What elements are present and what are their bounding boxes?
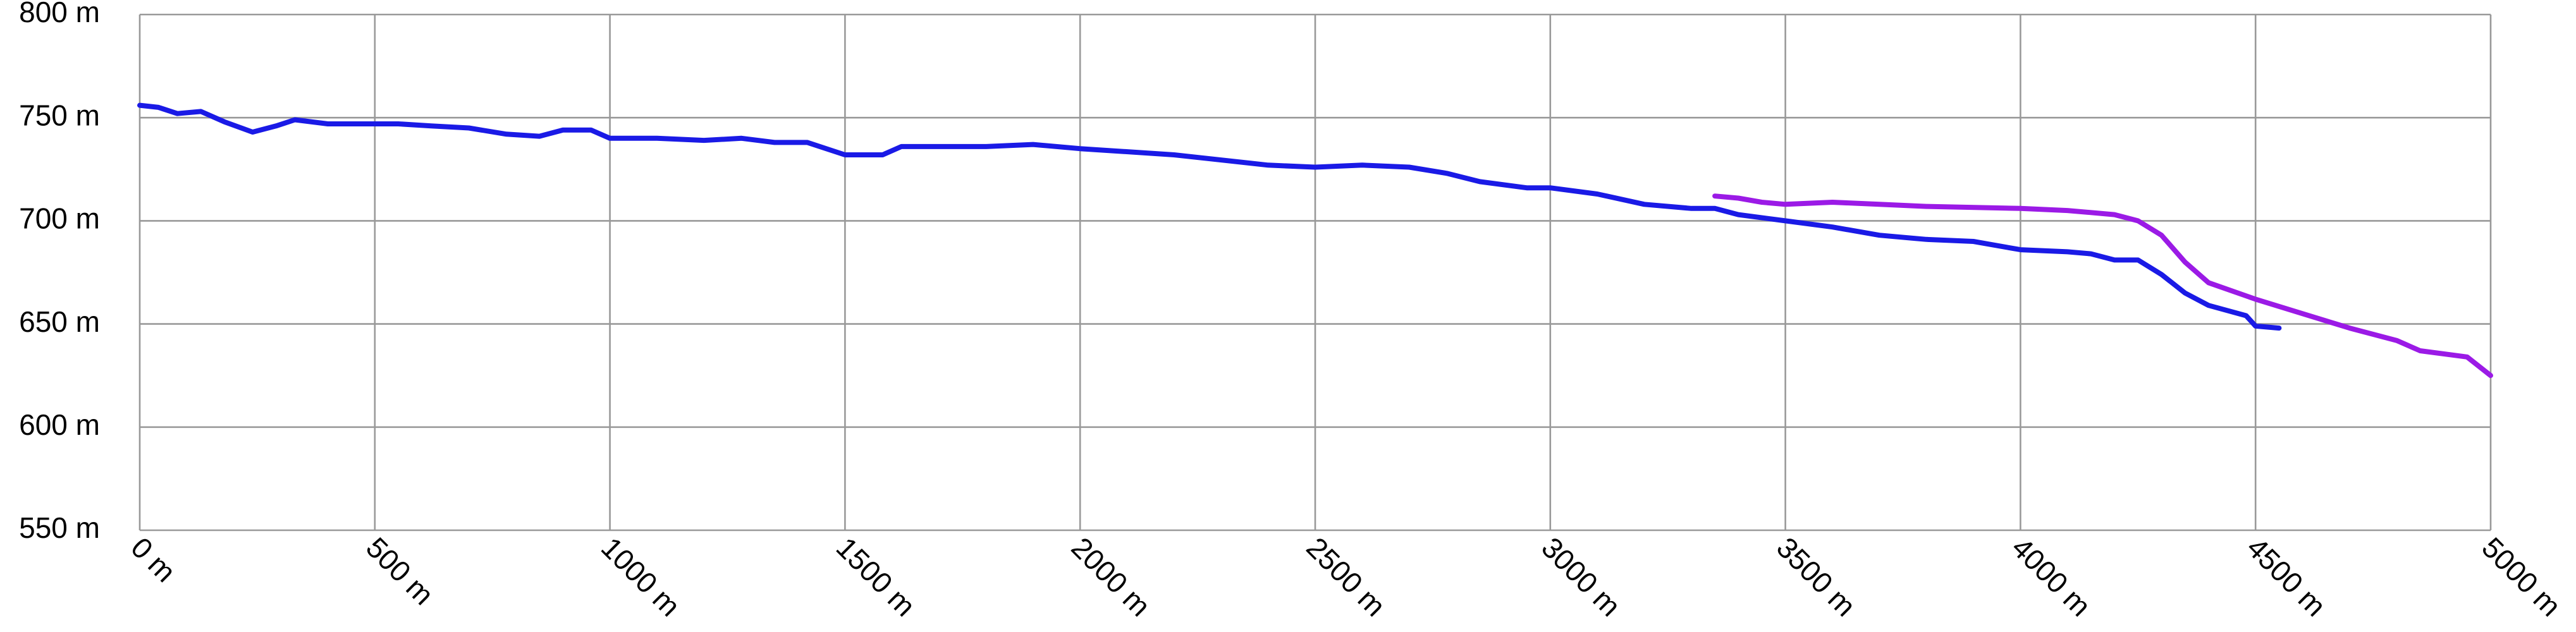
x-tick-label: 1500 m [830,531,922,623]
y-tick-label: 650 m [19,305,100,338]
x-tick-label: 4500 m [2241,531,2333,623]
x-tick-label: 2500 m [1300,531,1392,623]
y-tick-label: 600 m [19,408,100,441]
x-tick-label: 5000 m [2475,531,2567,623]
x-tick-label: 0 m [125,531,182,588]
elevation-line [1712,193,2493,379]
x-tick-label: 3000 m [1535,531,1627,623]
x-tick-label: 2000 m [1065,531,1157,623]
y-tick-label: 800 m [19,0,100,28]
y-tick-label: 750 m [19,99,100,131]
elevation-line [137,102,2282,331]
x-tick-label: 500 m [360,531,440,611]
y-tick-label: 550 m [19,511,100,544]
y-tick-label: 700 m [19,202,100,235]
x-tick-label: 4000 m [2006,531,2097,623]
x-tick-label: 1000 m [595,531,687,623]
x-tick-label: 3500 m [1770,531,1862,623]
